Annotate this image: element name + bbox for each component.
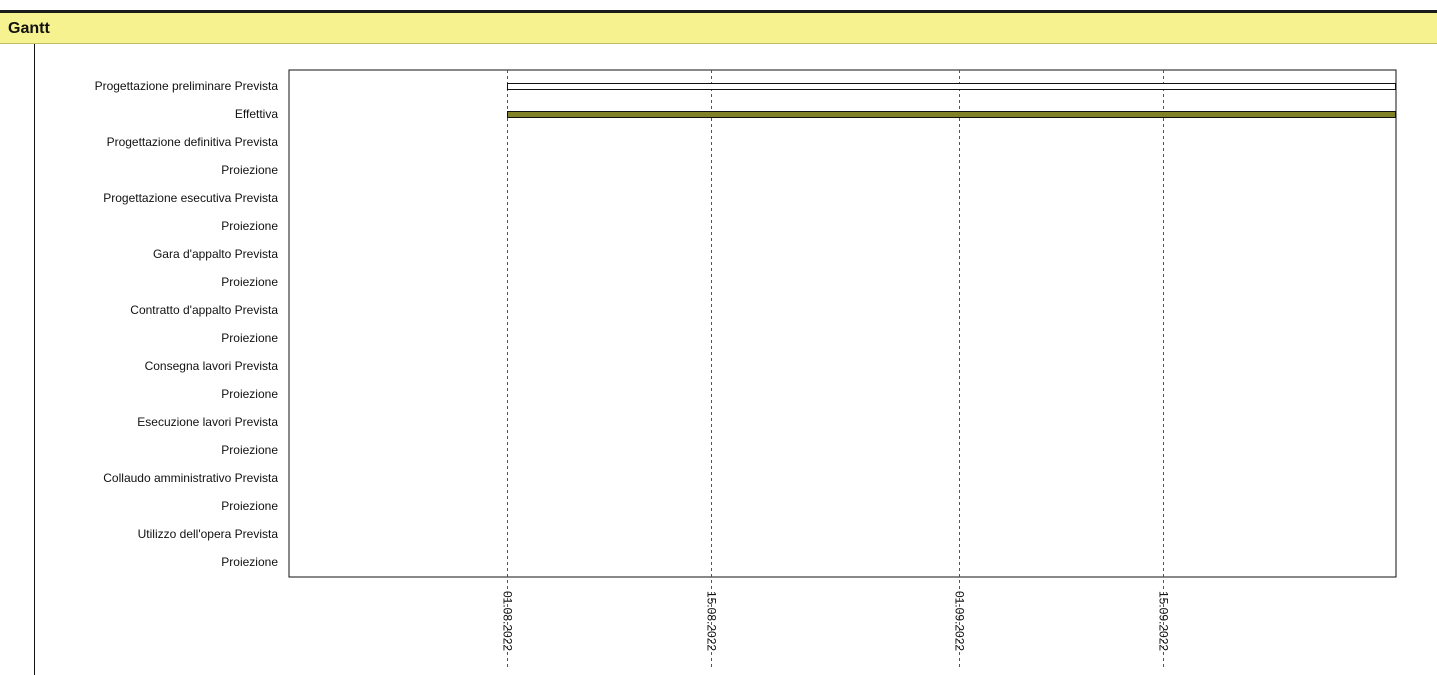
row-label: Contratto d'appalto Prevista — [130, 303, 278, 317]
row-label: Gara d'appalto Prevista — [153, 247, 278, 261]
row-label: Esecuzione lavori Prevista — [137, 415, 278, 429]
x-tick-label: 15.09.2022 — [1157, 591, 1171, 651]
row-label: Proiezione — [221, 387, 278, 401]
x-tick-labels: 01.08.2022 15.08.2022 01.09.2022 15.09.2022 — [501, 591, 1171, 651]
panel-header: Gantt — [0, 13, 1437, 44]
row-label: Progettazione esecutiva Prevista — [103, 191, 278, 205]
bar-prevista — [507, 83, 1396, 90]
bars — [507, 83, 1396, 118]
x-tick-label: 01.09.2022 — [953, 591, 967, 651]
row-labels: Progettazione preliminare Prevista Effett… — [95, 79, 279, 569]
left-border — [34, 44, 35, 675]
row-label: Progettazione definitiva Prevista — [107, 135, 279, 149]
row-label: Effettiva — [235, 107, 278, 121]
row-label: Proiezione — [221, 163, 278, 177]
panel-title: Gantt — [8, 20, 50, 37]
row-label: Consegna lavori Prevista — [145, 359, 279, 373]
row-label: Progettazione preliminare Prevista — [95, 79, 279, 93]
x-tick-label: 15.08.2022 — [705, 591, 719, 651]
row-label: Proiezione — [221, 555, 278, 569]
row-label: Proiezione — [221, 443, 278, 457]
bar-effettiva — [507, 111, 1396, 118]
row-label: Proiezione — [221, 331, 278, 345]
row-label: Proiezione — [221, 219, 278, 233]
row-label: Proiezione — [221, 499, 278, 513]
row-label: Collaudo amministrativo Prevista — [103, 471, 278, 485]
top-rule — [0, 10, 1437, 13]
plot-area — [288, 69, 1397, 578]
row-label: Utilizzo dell'opera Prevista — [138, 527, 279, 541]
x-tick-label: 01.08.2022 — [501, 591, 515, 651]
row-label: Proiezione — [221, 275, 278, 289]
